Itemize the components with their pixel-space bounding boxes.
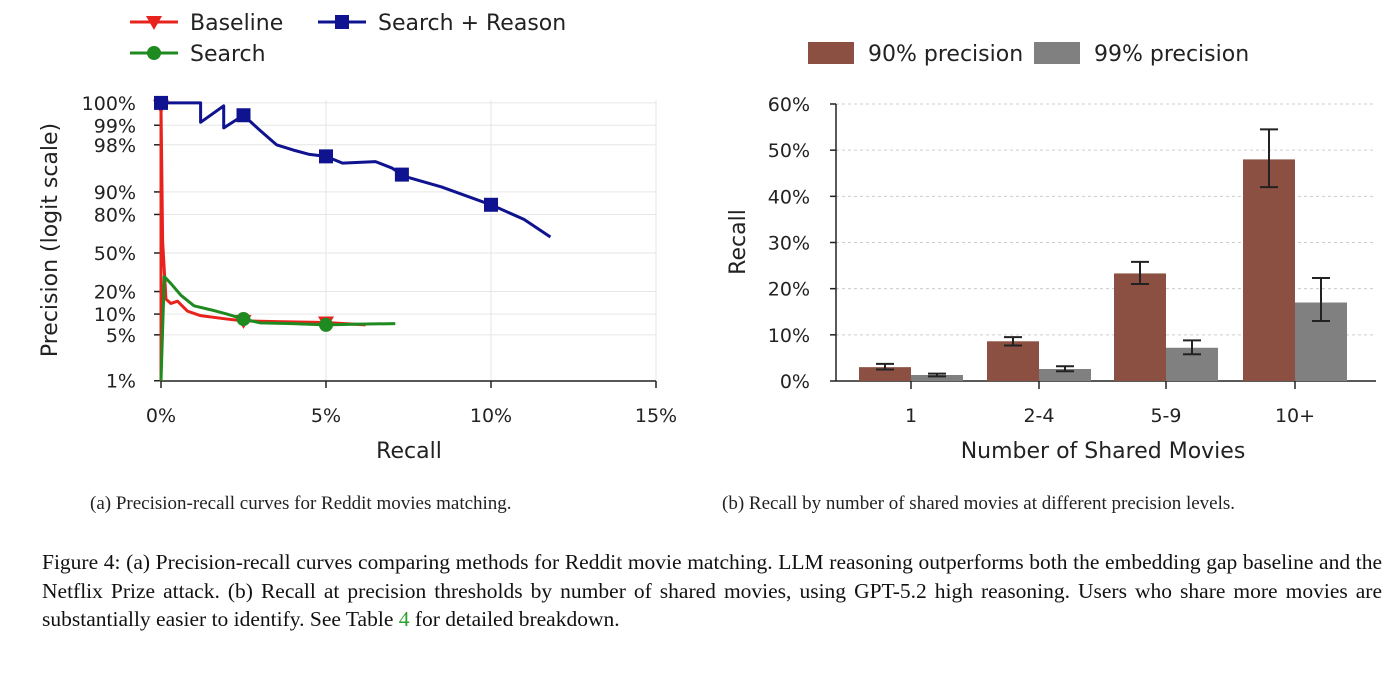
x-tick-label: 5-9 xyxy=(1150,405,1181,427)
y-tick-label: 60% xyxy=(768,94,810,116)
y-tick-label: 5% xyxy=(106,325,136,347)
y-axis-label: Precision (logit scale) xyxy=(38,123,63,357)
legend-marker-search xyxy=(147,46,161,60)
x-tick-label: 5% xyxy=(311,405,341,427)
marker-search-reason xyxy=(394,167,409,182)
legend-label-99: 99% precision xyxy=(1094,42,1249,67)
table-reference-link[interactable]: 4 xyxy=(398,607,410,631)
y-tick-label: 50% xyxy=(94,243,136,265)
x-tick-label: 10% xyxy=(470,405,512,427)
legend-label-90: 90% precision xyxy=(868,42,1023,67)
y-tick-label: 10% xyxy=(768,325,810,347)
x-axis-label: Recall xyxy=(376,439,442,464)
y-tick-label: 90% xyxy=(94,182,136,204)
x-tick-label: 2-4 xyxy=(1023,405,1054,427)
legend-label-search-reason: Search + Reason xyxy=(378,11,566,36)
bar-90-precision xyxy=(987,341,1039,381)
figure-caption: Figure 4: (a) Precision-recall curves co… xyxy=(42,548,1382,634)
y-tick-label: 99% xyxy=(94,115,136,137)
series-line-search xyxy=(159,275,396,381)
y-tick-label: 40% xyxy=(768,186,810,208)
marker-search xyxy=(319,317,333,332)
legend-marker-baseline xyxy=(146,16,162,30)
x-tick-label: 15% xyxy=(635,405,677,427)
marker-search-reason xyxy=(319,149,333,164)
y-tick-label: 50% xyxy=(768,140,810,162)
bar-90-precision xyxy=(1114,273,1166,381)
x-tick-label: 10+ xyxy=(1275,405,1315,427)
bar-99-precision xyxy=(1039,368,1091,381)
marker-search-reason xyxy=(236,108,251,123)
marker-search-reason xyxy=(484,197,498,212)
caption-text-end: for detailed breakdown. xyxy=(409,607,620,631)
legend-swatch-99 xyxy=(1034,42,1080,64)
legend-marker-search-reason xyxy=(335,15,349,29)
y-tick-label: 80% xyxy=(94,204,136,226)
y-axis-label: Recall xyxy=(726,209,751,275)
y-tick-label: 98% xyxy=(94,135,136,157)
y-tick-label: 20% xyxy=(768,279,810,301)
legend-label-baseline: Baseline xyxy=(190,11,283,36)
subcaption-b: (b) Recall by number of shared movies at… xyxy=(722,493,1236,514)
bar-90-precision xyxy=(1243,159,1295,381)
marker-search-reason xyxy=(154,95,168,110)
legend-swatch-90 xyxy=(808,42,854,64)
subcaption-a: (a) Precision-recall curves for Reddit m… xyxy=(90,493,512,514)
series-line-search-reason xyxy=(161,101,552,239)
y-tick-label: 100% xyxy=(82,93,136,115)
y-tick-label: 1% xyxy=(106,371,136,393)
legend-label-search: Search xyxy=(190,42,266,67)
marker-search xyxy=(236,312,251,327)
y-tick-label: 0% xyxy=(780,371,810,393)
caption-text: Figure 4: (a) Precision-recall curves co… xyxy=(42,550,1382,631)
x-tick-label: 1 xyxy=(905,405,917,427)
bar-99-precision xyxy=(911,374,963,381)
x-tick-label: 0% xyxy=(146,405,176,427)
x-axis-label: Number of Shared Movies xyxy=(961,439,1246,464)
y-tick-label: 30% xyxy=(768,233,810,255)
bar-90-precision xyxy=(859,367,911,381)
y-tick-label: 20% xyxy=(94,282,136,304)
y-tick-label: 10% xyxy=(94,304,136,326)
series-line-baseline xyxy=(159,104,366,381)
